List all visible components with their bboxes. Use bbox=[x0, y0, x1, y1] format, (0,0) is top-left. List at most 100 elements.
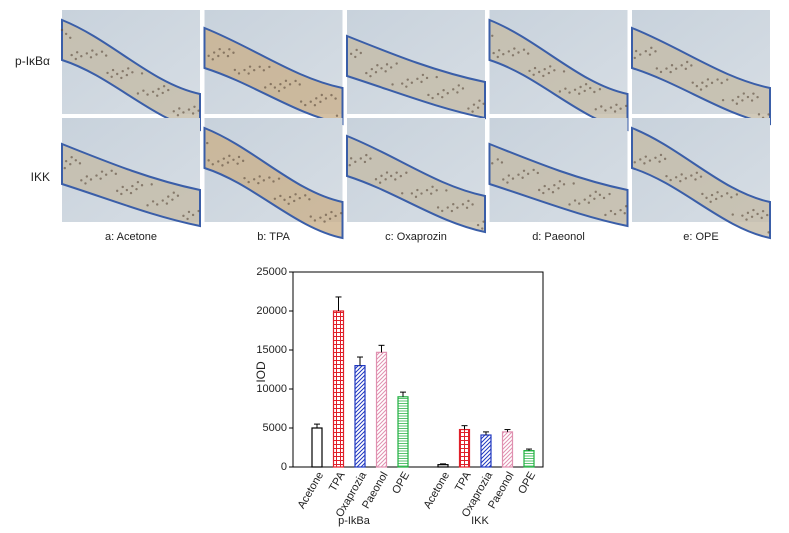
cell bbox=[648, 159, 652, 162]
cell bbox=[445, 189, 448, 192]
cell bbox=[363, 160, 367, 164]
cell bbox=[619, 107, 622, 110]
cell bbox=[690, 174, 693, 177]
cell bbox=[262, 179, 266, 182]
cell bbox=[78, 162, 82, 165]
cell bbox=[705, 85, 708, 88]
cell bbox=[679, 179, 682, 183]
cell bbox=[500, 161, 504, 164]
bar bbox=[397, 396, 409, 468]
cell bbox=[258, 65, 261, 69]
cell bbox=[756, 212, 759, 216]
cell bbox=[669, 178, 672, 182]
cell bbox=[549, 65, 552, 68]
cell bbox=[272, 180, 275, 183]
cell bbox=[506, 181, 509, 184]
cell bbox=[476, 223, 480, 227]
cell bbox=[558, 180, 562, 183]
cell bbox=[457, 84, 460, 87]
cell bbox=[309, 100, 312, 103]
cell bbox=[217, 54, 220, 58]
cell bbox=[110, 169, 113, 172]
x-tick-label: TPA bbox=[327, 469, 348, 493]
cell bbox=[496, 158, 499, 161]
cell bbox=[284, 79, 288, 83]
cell bbox=[176, 114, 180, 117]
cell bbox=[405, 171, 408, 174]
cell bbox=[384, 70, 387, 73]
y-tick-label: 5000 bbox=[263, 422, 287, 434]
cell bbox=[129, 191, 133, 195]
cell bbox=[334, 97, 337, 100]
cell bbox=[624, 104, 628, 108]
cell bbox=[431, 185, 434, 188]
cell bbox=[716, 78, 719, 81]
cell bbox=[564, 87, 567, 90]
cell bbox=[365, 153, 368, 157]
cell bbox=[425, 76, 429, 80]
cell bbox=[157, 87, 160, 91]
cell bbox=[526, 172, 530, 176]
cell bbox=[304, 103, 307, 107]
cell bbox=[206, 141, 209, 145]
x-tick-label: Acetone bbox=[296, 470, 327, 511]
cell bbox=[615, 103, 618, 107]
cell bbox=[178, 107, 181, 110]
cell bbox=[766, 213, 769, 217]
cell bbox=[140, 184, 144, 187]
cell bbox=[429, 192, 433, 195]
cell bbox=[324, 213, 328, 217]
cell bbox=[435, 75, 438, 79]
cell bbox=[619, 208, 622, 212]
cell bbox=[262, 69, 266, 72]
cell bbox=[399, 174, 403, 178]
cell bbox=[472, 103, 476, 106]
y-tick-label: 20000 bbox=[256, 305, 287, 317]
cell bbox=[699, 175, 703, 178]
cell bbox=[380, 174, 383, 178]
cell bbox=[710, 81, 714, 85]
cell bbox=[252, 68, 256, 72]
cell bbox=[420, 192, 423, 195]
x-tick-label: OPE bbox=[516, 470, 538, 496]
cell bbox=[182, 111, 185, 114]
cell bbox=[151, 200, 155, 203]
cell bbox=[64, 159, 68, 163]
cell bbox=[273, 86, 277, 89]
cell bbox=[572, 182, 575, 185]
plot-frame bbox=[292, 271, 544, 468]
cell bbox=[465, 206, 469, 209]
cell bbox=[211, 58, 214, 61]
cell bbox=[125, 73, 129, 77]
cell bbox=[394, 178, 397, 181]
cell bbox=[237, 72, 241, 75]
cell bbox=[167, 195, 170, 198]
cell bbox=[100, 170, 104, 173]
cell bbox=[70, 53, 73, 57]
cell bbox=[674, 67, 678, 70]
cell bbox=[593, 197, 596, 200]
cell bbox=[172, 110, 175, 113]
cell bbox=[165, 202, 169, 205]
cell bbox=[425, 188, 429, 192]
cell bbox=[536, 171, 539, 175]
cell bbox=[684, 67, 688, 71]
cell bbox=[456, 91, 459, 94]
cell bbox=[135, 187, 138, 191]
cell bbox=[542, 191, 545, 195]
cell bbox=[695, 84, 699, 88]
cell bbox=[578, 202, 581, 205]
cell bbox=[241, 159, 245, 163]
cell bbox=[634, 49, 638, 53]
cell bbox=[491, 34, 494, 37]
cell bbox=[658, 160, 661, 163]
cell bbox=[167, 88, 170, 92]
cell bbox=[427, 93, 430, 97]
cell bbox=[391, 83, 394, 86]
cell bbox=[537, 70, 541, 74]
tissue-band bbox=[631, 126, 771, 240]
cell bbox=[95, 174, 98, 177]
cell bbox=[613, 110, 617, 113]
bar bbox=[437, 464, 449, 468]
cell bbox=[513, 47, 516, 50]
